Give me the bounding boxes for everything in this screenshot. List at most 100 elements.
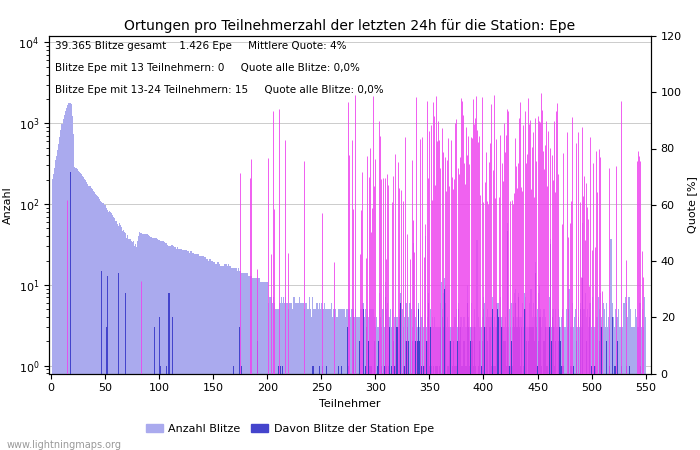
Text: Blitze Epe mit 13 Teilnehmern: 0     Quote alle Blitze: 0,0%: Blitze Epe mit 13 Teilnehmern: 0 Quote a… — [55, 63, 360, 73]
Bar — [344, 317, 346, 450]
Bar — [66, 105, 68, 450]
Bar — [312, 366, 314, 450]
Bar — [146, 234, 147, 450]
Bar — [483, 297, 484, 450]
Bar — [446, 327, 447, 450]
Bar — [522, 303, 523, 450]
Bar — [393, 342, 394, 450]
Bar — [276, 309, 278, 450]
Bar — [431, 366, 432, 450]
Bar — [374, 342, 375, 450]
Bar — [620, 327, 622, 450]
Bar — [529, 303, 531, 450]
Bar — [442, 317, 443, 450]
Bar — [163, 241, 164, 450]
Bar — [261, 282, 262, 450]
Bar — [177, 248, 178, 450]
Bar — [468, 327, 469, 450]
Bar — [161, 241, 162, 450]
Bar — [511, 342, 512, 450]
Bar — [463, 342, 465, 450]
Bar — [134, 246, 135, 450]
Bar — [501, 327, 503, 450]
Bar — [513, 303, 514, 450]
Bar — [189, 253, 190, 450]
Bar — [181, 249, 183, 450]
Bar — [547, 327, 548, 450]
Bar — [227, 266, 228, 450]
Bar — [167, 245, 169, 450]
Bar — [434, 317, 435, 450]
Bar — [573, 327, 574, 450]
Bar — [614, 366, 615, 450]
Bar — [314, 309, 316, 450]
Bar — [586, 317, 587, 450]
Bar — [440, 303, 441, 450]
Bar — [403, 366, 404, 450]
Bar — [491, 309, 493, 450]
Bar — [538, 342, 539, 450]
Bar — [489, 327, 491, 450]
Bar — [419, 342, 420, 450]
Bar — [433, 366, 434, 450]
Bar — [415, 342, 416, 450]
Bar — [364, 317, 365, 450]
Bar — [593, 327, 594, 450]
Bar — [391, 327, 392, 450]
Bar — [424, 327, 425, 450]
Bar — [160, 241, 161, 450]
Bar — [354, 317, 356, 450]
Bar — [425, 236, 426, 450]
Bar — [402, 309, 403, 450]
Bar — [512, 327, 513, 450]
Bar — [269, 297, 270, 450]
Bar — [104, 205, 105, 450]
Bar — [393, 327, 394, 450]
Bar — [380, 317, 382, 450]
Bar — [479, 342, 480, 450]
Bar — [560, 342, 561, 450]
Bar — [426, 327, 427, 450]
Bar — [230, 266, 231, 450]
Bar — [159, 317, 160, 450]
Bar — [514, 292, 515, 450]
Y-axis label: Anzahl: Anzahl — [3, 186, 13, 224]
Bar — [413, 243, 414, 450]
Bar — [626, 303, 627, 450]
Bar — [455, 366, 456, 450]
Bar — [300, 303, 302, 450]
Bar — [312, 297, 314, 450]
Bar — [288, 309, 290, 450]
Bar — [362, 303, 363, 450]
Bar — [615, 366, 616, 450]
Bar — [116, 224, 118, 450]
Bar — [531, 327, 533, 450]
Text: www.lightningmaps.org: www.lightningmaps.org — [7, 440, 122, 450]
Bar — [316, 303, 318, 450]
Bar — [497, 303, 498, 450]
Bar — [473, 327, 475, 450]
Bar — [438, 327, 439, 450]
Bar — [69, 103, 70, 450]
Bar — [499, 317, 500, 450]
Bar — [566, 309, 567, 450]
Bar — [395, 317, 396, 450]
Bar — [363, 303, 364, 450]
Bar — [293, 297, 294, 450]
Bar — [535, 273, 536, 450]
Bar — [503, 342, 505, 450]
Bar — [394, 317, 395, 450]
Bar — [233, 268, 235, 450]
Bar — [106, 208, 107, 450]
Bar — [85, 180, 86, 450]
Bar — [428, 292, 429, 450]
Bar — [467, 285, 468, 450]
Bar — [447, 366, 449, 450]
Bar — [270, 297, 271, 450]
Bar — [628, 297, 629, 450]
Bar — [563, 366, 564, 450]
Bar — [422, 317, 423, 450]
Bar — [259, 279, 260, 450]
Bar — [324, 303, 325, 450]
Text: 39.365 Blitze gesamt    1.426 Epe     Mittlere Quote: 4%: 39.365 Blitze gesamt 1.426 Epe Mittlere … — [55, 41, 346, 51]
